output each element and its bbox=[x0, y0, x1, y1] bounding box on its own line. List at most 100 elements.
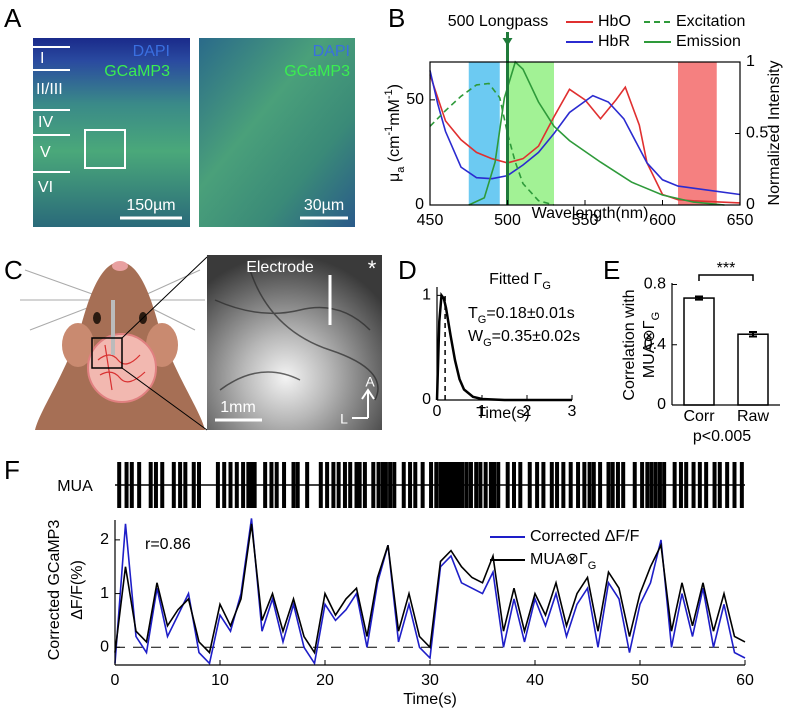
nose bbox=[112, 261, 128, 271]
x-tick-label: 2 bbox=[523, 403, 532, 420]
y-tick-label: 0.8 bbox=[644, 276, 666, 293]
y2-axis-label: Normalized Intensity bbox=[766, 61, 783, 206]
orientation-arrows bbox=[352, 388, 375, 419]
significance: *** bbox=[717, 260, 736, 277]
star: * bbox=[368, 256, 377, 281]
significance-bracket bbox=[698, 274, 754, 281]
scale-label: 30µm bbox=[304, 197, 344, 214]
y-tick-label: 0.4 bbox=[644, 336, 666, 353]
filter-label: 500 Longpass bbox=[448, 13, 549, 30]
series-line bbox=[114, 518, 746, 666]
x-axis-label: Time(s) bbox=[403, 691, 457, 708]
y2-tick-label: 0.5 bbox=[746, 125, 768, 142]
x-tick-label: 0 bbox=[111, 672, 120, 689]
text-part: G bbox=[483, 337, 492, 349]
series-line bbox=[468, 60, 725, 206]
layer-dividers bbox=[33, 46, 70, 173]
annotation: TG=0.18±0.01s bbox=[468, 305, 575, 326]
layer-label: VI bbox=[38, 179, 53, 196]
zoom-line bbox=[121, 367, 208, 431]
error-bar bbox=[695, 295, 703, 301]
x-tick-label: 550 bbox=[572, 212, 599, 229]
x-tick-label: Raw bbox=[737, 408, 769, 425]
micrograph-zoom bbox=[199, 38, 355, 227]
legend-label: MUA⊗ΓG bbox=[530, 551, 596, 572]
panel-letter: C bbox=[4, 255, 23, 285]
annotation: WG=0.35±0.02s bbox=[468, 328, 580, 349]
stain-label: GCaMP3 bbox=[284, 63, 350, 80]
layer-label: I bbox=[40, 50, 44, 67]
y-axis-label: μa (cm-1mM-1) bbox=[383, 84, 407, 182]
text-part: Fitted Γ bbox=[489, 271, 542, 288]
layer-label: II/III bbox=[36, 81, 63, 98]
series-line bbox=[114, 523, 746, 655]
text-part: mM bbox=[386, 99, 403, 126]
text-part: (cm bbox=[386, 136, 403, 167]
x-tick-label: 10 bbox=[211, 672, 229, 689]
stain-label: DAPI bbox=[133, 43, 170, 60]
image-vessels bbox=[214, 269, 379, 401]
p-value: p<0.005 bbox=[693, 428, 751, 445]
text-part: W bbox=[468, 328, 484, 345]
y-tick-label: 1 bbox=[422, 287, 431, 304]
y-tick-label: 2 bbox=[100, 531, 109, 548]
filter-band bbox=[468, 62, 500, 205]
electrode-label: Electrode bbox=[246, 259, 314, 276]
layer-label: V bbox=[40, 144, 51, 161]
x-tick-label: 30 bbox=[421, 672, 439, 689]
legend-label: Emission bbox=[676, 33, 741, 50]
text-part: =0.35±0.02s bbox=[492, 328, 580, 345]
axis-a: A bbox=[365, 374, 375, 390]
text-part: =0.18±0.01s bbox=[486, 305, 574, 322]
panel-letter: E bbox=[603, 255, 620, 285]
y-axis-label: MUA⊗ΓG bbox=[641, 312, 662, 378]
legend-label: HbR bbox=[598, 33, 630, 50]
y-tick-label: 0 bbox=[422, 391, 431, 408]
axis-l: L bbox=[340, 411, 348, 427]
panel-letter: A bbox=[4, 3, 22, 33]
x-tick-label: Corr bbox=[683, 408, 715, 425]
text-part: μ bbox=[386, 173, 403, 182]
x-axis-label: Wavelength(nm) bbox=[532, 205, 649, 222]
x-tick-label: 450 bbox=[417, 212, 444, 229]
whiskers bbox=[20, 269, 205, 331]
window-image bbox=[207, 255, 382, 430]
x-tick-label: 40 bbox=[526, 672, 544, 689]
x-tick-label: 0 bbox=[433, 403, 442, 420]
scale-label: 150µm bbox=[126, 197, 175, 214]
text-part: a bbox=[395, 166, 407, 173]
y-tick-label: 1 bbox=[100, 585, 109, 602]
legend-label: Corrected ΔF/F bbox=[530, 528, 640, 545]
y-tick-label: 50 bbox=[406, 91, 424, 108]
x-tick-label: 650 bbox=[727, 212, 754, 229]
text-part: G bbox=[542, 280, 551, 292]
x-tick-label: 60 bbox=[736, 672, 754, 689]
filter-band bbox=[507, 62, 554, 205]
filter-band bbox=[678, 62, 717, 205]
y-axis-label: ΔF/F(%) bbox=[69, 560, 86, 620]
layer-label: IV bbox=[38, 114, 53, 131]
text-part: MUA⊗Γ bbox=[530, 551, 588, 568]
x-tick-label: 50 bbox=[631, 672, 649, 689]
series-line bbox=[429, 74, 741, 204]
text-part: MUA⊗Γ bbox=[641, 320, 658, 378]
bar bbox=[737, 333, 769, 406]
y2-tick-label: 1 bbox=[746, 53, 755, 70]
series-line bbox=[429, 70, 741, 196]
y-tick-label: 0 bbox=[100, 638, 109, 655]
panel-a: DAPI GCaMP3 I II/III IV V VI 150µm DAPI … bbox=[33, 38, 355, 227]
raster-label: MUA bbox=[57, 478, 93, 495]
scale-label: 1mm bbox=[220, 399, 256, 416]
y2-tick-label: 0 bbox=[746, 196, 755, 213]
x-axis-label: Time(s) bbox=[476, 405, 530, 422]
x-tick-label: 3 bbox=[568, 403, 577, 420]
panel-letter: D bbox=[398, 255, 417, 285]
zoom-line bbox=[121, 256, 208, 339]
stain-label: GCaMP3 bbox=[104, 63, 170, 80]
y-tick-label: 0 bbox=[657, 396, 666, 413]
text-part: ) bbox=[386, 84, 403, 89]
panel-letter: B bbox=[388, 3, 405, 33]
ear bbox=[62, 323, 94, 367]
y-axis-label: Correlation with bbox=[621, 289, 638, 400]
